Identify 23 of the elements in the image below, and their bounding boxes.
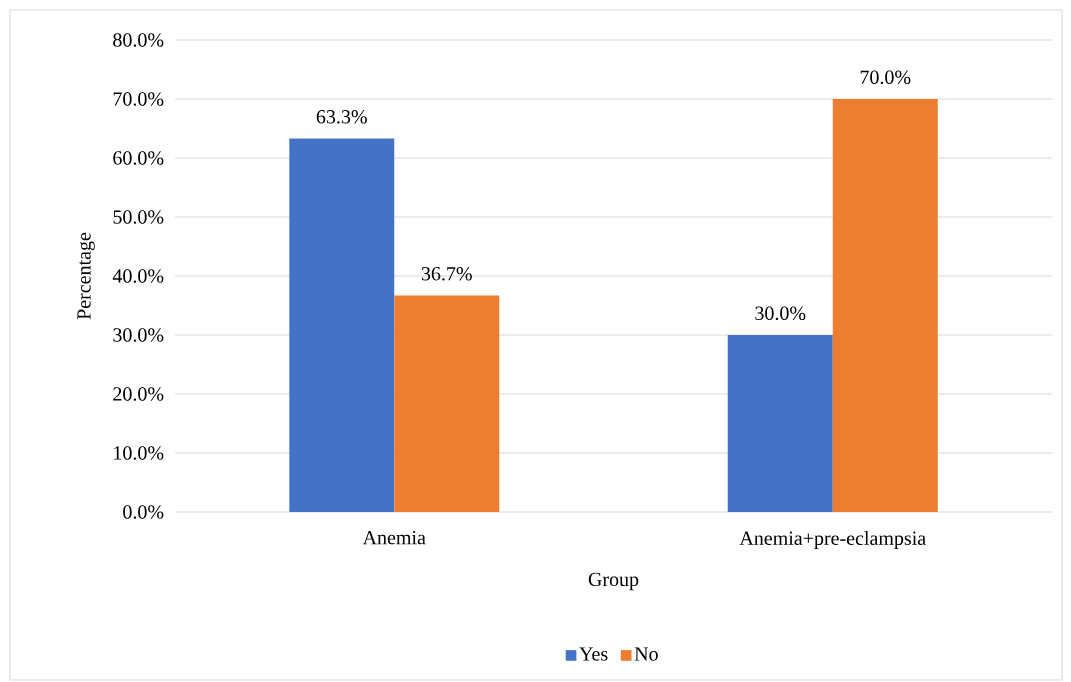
- y-tick-label: 20.0%: [113, 387, 164, 401]
- y-axis-title: Percentage: [77, 232, 95, 320]
- bar: [394, 295, 500, 512]
- data-label: 63.3%: [316, 110, 367, 124]
- y-tick-label: 10.0%: [114, 446, 164, 460]
- y-tick-label: 0.0%: [123, 505, 164, 519]
- y-tick-label: 30.0%: [113, 328, 164, 342]
- data-label: 70.0%: [860, 70, 911, 85]
- y-tick-label: 60.0%: [113, 151, 164, 165]
- y-tick-label: 70.0%: [113, 92, 164, 106]
- y-tick-label: 80.0%: [113, 33, 164, 47]
- bar: [832, 99, 938, 512]
- x-tick-label: Anemia+pre-eclampsia: [739, 530, 926, 550]
- bar: [289, 138, 395, 512]
- bar: [727, 335, 833, 512]
- y-tick-label: 40.0%: [112, 269, 164, 283]
- data-label: 36.7%: [421, 266, 472, 281]
- x-tick-label: Anemia: [362, 530, 426, 545]
- legend-label: No: [634, 647, 658, 661]
- data-label: 30.0%: [755, 306, 806, 321]
- x-axis-title: Group: [588, 572, 639, 591]
- y-tick-label: 50.0%: [113, 210, 164, 224]
- legend-label: Yes: [579, 647, 608, 661]
